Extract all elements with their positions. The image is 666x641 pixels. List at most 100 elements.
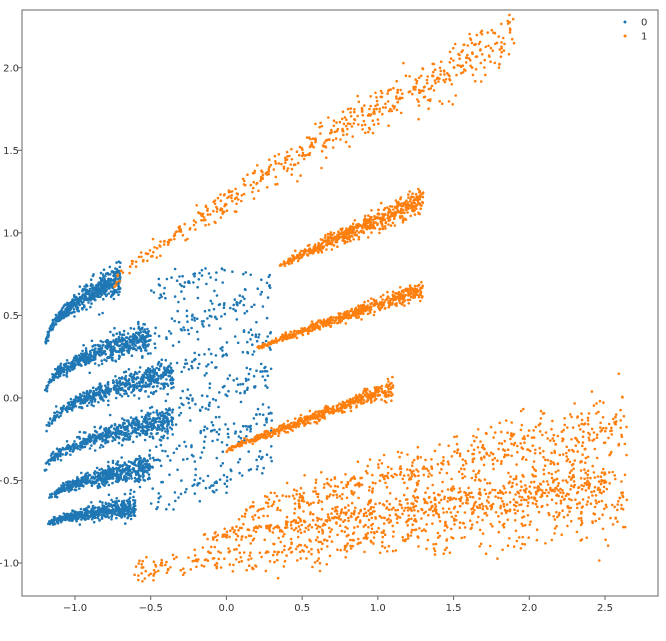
series-1-point [282, 262, 285, 266]
series-1-point [500, 41, 503, 44]
series-1-point [352, 238, 356, 241]
series-0-point [152, 291, 156, 294]
series-1-point [376, 118, 380, 121]
series-1-point [225, 203, 228, 206]
series-0-point [116, 390, 120, 393]
series-0-point [126, 345, 129, 349]
series-0-point [150, 426, 154, 429]
series-0-point [44, 341, 48, 345]
series-0-point [226, 377, 230, 381]
series-0-point [264, 384, 267, 388]
series-0-point [127, 421, 130, 424]
series-0-point [97, 387, 101, 390]
series-1-point [443, 73, 446, 76]
series-0-point [210, 421, 214, 424]
series-1-point [301, 151, 305, 155]
series-0-point [146, 459, 149, 463]
series-0-point [112, 388, 116, 391]
series-1-point [219, 207, 223, 210]
series-0-point [78, 523, 82, 526]
series-0-point [233, 298, 237, 301]
series-1-point [452, 59, 455, 62]
series-0-point [208, 382, 212, 385]
series-0-point [207, 363, 210, 366]
series-0-point [54, 492, 57, 496]
series-0-point [111, 439, 114, 443]
series-0-point [177, 300, 180, 304]
series-0-point [215, 271, 218, 274]
series-0-point [252, 374, 256, 378]
series-0-point [151, 378, 155, 382]
series-0-point [131, 343, 134, 347]
series-0-point [81, 475, 85, 479]
series-1-point [423, 85, 426, 89]
series-0-point [108, 273, 112, 276]
series-0-point [80, 401, 83, 405]
series-0-point [255, 339, 259, 343]
series-0-point [99, 350, 103, 354]
series-0-point [241, 382, 245, 386]
series-1-point [362, 231, 366, 235]
series-0-point [246, 340, 249, 344]
series-0-point [249, 367, 252, 371]
series-0-point [139, 467, 143, 471]
series-0-point [259, 293, 263, 296]
series-1-point [330, 248, 334, 251]
series-0-point [163, 367, 166, 371]
series-0-point [115, 384, 119, 388]
series-1-point [412, 85, 415, 89]
series-0-point [97, 313, 101, 316]
series-1-point [414, 78, 417, 81]
series-0-point [194, 473, 197, 477]
series-0-point [50, 422, 54, 425]
series-0-point [108, 281, 112, 285]
series-0-point [115, 497, 118, 500]
series-0-point [133, 459, 137, 463]
series-0-point [199, 409, 202, 413]
series-0-point [52, 323, 55, 327]
series-0-point [258, 413, 262, 416]
series-1-point [327, 116, 330, 119]
series-0-point [182, 403, 185, 407]
series-1-point [379, 201, 383, 205]
series-0-point [55, 495, 59, 499]
series-1-point [383, 207, 387, 210]
series-0-point [143, 342, 146, 346]
series-0-point [104, 384, 107, 388]
series-1-point [348, 122, 352, 126]
series-1-point [381, 106, 385, 109]
series-0-point [65, 359, 69, 362]
series-0-point [130, 391, 133, 394]
series-1-point [252, 197, 256, 200]
series-0-point [256, 287, 260, 291]
series-1-point [493, 61, 497, 65]
series-0-point [57, 491, 60, 495]
series-0-point [178, 444, 181, 448]
series-0-point [90, 444, 93, 447]
series-0-point [82, 431, 86, 434]
series-0-point [77, 298, 81, 302]
series-0-point [156, 413, 159, 416]
series-0-point [144, 336, 147, 340]
series-0-point [157, 500, 160, 504]
series-1-point [351, 227, 355, 231]
series-0-point [144, 381, 148, 385]
series-1-point [309, 137, 312, 141]
series-0-point [203, 309, 207, 313]
series-0-point [64, 407, 68, 410]
series-0-point [109, 290, 113, 293]
series-1-point [356, 226, 359, 230]
series-1-point [471, 52, 474, 55]
series-1-point [440, 102, 444, 105]
series-0-point [253, 303, 256, 307]
series-1-point [349, 115, 353, 118]
series-0-point [87, 301, 90, 304]
series-0-point [100, 285, 104, 289]
series-0-point [67, 361, 70, 365]
series-0-point [84, 517, 88, 521]
series-1-point [230, 190, 234, 193]
series-0-point [61, 481, 65, 485]
series-1-point [284, 158, 287, 162]
series-0-point [205, 365, 208, 368]
series-1-point [473, 43, 477, 46]
